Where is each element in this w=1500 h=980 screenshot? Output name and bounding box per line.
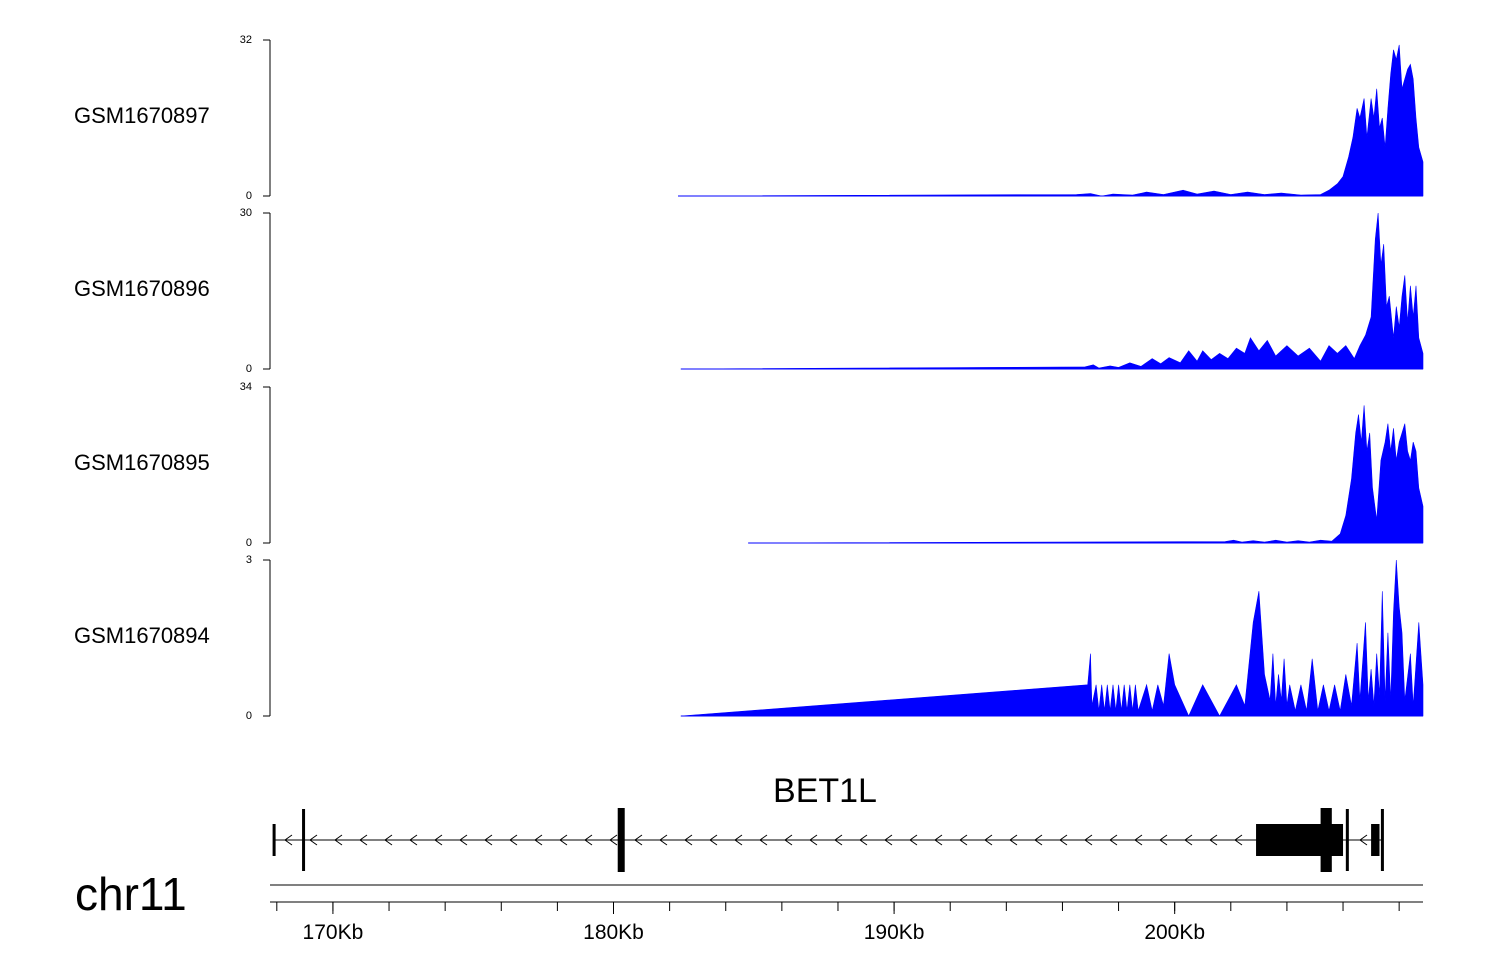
gene-model: BET1L <box>272 772 1384 872</box>
y-tick-label-min: 0 <box>246 190 252 202</box>
strand-arrow <box>1359 834 1368 846</box>
exon <box>1380 809 1384 871</box>
strand-arrow <box>734 834 743 846</box>
exon <box>1320 808 1332 872</box>
y-tick-label-max: 32 <box>240 34 252 46</box>
gene-name-label: BET1L <box>773 772 877 810</box>
exon <box>617 808 625 872</box>
track-label: GSM1670894 <box>74 623 210 648</box>
strand-arrow <box>509 834 518 846</box>
y-tick-label-min: 0 <box>246 537 252 549</box>
coverage-area <box>680 559 1424 717</box>
chromosome-label: chr11 <box>75 868 187 920</box>
strand-arrow <box>1134 834 1143 846</box>
strand-arrow <box>684 834 693 846</box>
track-GSM1670897: GSM1670897 32 0 <box>74 34 1424 202</box>
strand-arrow <box>1209 834 1218 846</box>
strand-arrow <box>759 834 768 846</box>
track-label: GSM1670897 <box>74 103 210 128</box>
strand-arrow <box>984 834 993 846</box>
y-tick-label-min: 0 <box>246 710 252 722</box>
strand-arrow <box>584 834 593 846</box>
strand-arrow <box>784 834 793 846</box>
tick-label: 200Kb <box>1144 921 1205 944</box>
strand-arrow <box>1159 834 1168 846</box>
strand-arrow <box>909 834 918 846</box>
strand-arrow <box>634 834 643 846</box>
track-label: GSM1670895 <box>74 450 210 475</box>
y-tick-label-min: 0 <box>246 363 252 375</box>
coverage-tracks: GSM1670897320GSM1670896300GSM1670895340G… <box>74 34 1424 722</box>
strand-arrow <box>409 834 418 846</box>
strand-arrow <box>1184 834 1193 846</box>
strand-arrow <box>484 834 493 846</box>
y-tick-label-max: 30 <box>240 207 252 219</box>
track-label: GSM1670896 <box>74 276 210 301</box>
strand-arrow <box>384 834 393 846</box>
strand-arrow <box>859 834 868 846</box>
strand-arrow <box>959 834 968 846</box>
strand-arrow <box>309 834 318 846</box>
strand-arrow <box>609 834 618 846</box>
strand-arrow <box>1109 834 1118 846</box>
strand-arrow <box>1084 834 1093 846</box>
exon <box>1371 824 1380 856</box>
coverage-area <box>677 44 1424 197</box>
exon <box>302 809 306 871</box>
tick-label: 170Kb <box>303 921 364 944</box>
strand-arrow <box>459 834 468 846</box>
strand-arrow <box>434 834 443 846</box>
exon <box>1345 809 1349 871</box>
track-GSM1670894: GSM1670894 3 0 <box>74 554 1424 722</box>
strand-arrow <box>834 834 843 846</box>
tick-label: 180Kb <box>583 921 644 944</box>
strand-arrow <box>709 834 718 846</box>
strand-arrow <box>884 834 893 846</box>
strand-arrow <box>284 834 293 846</box>
strand-arrow <box>659 834 668 846</box>
strand-arrow <box>1034 834 1043 846</box>
track-GSM1670896: GSM1670896 30 0 <box>74 207 1424 375</box>
strand-arrow <box>934 834 943 846</box>
strand-arrow <box>534 834 543 846</box>
strand-arrow <box>1009 834 1018 846</box>
strand-arrow <box>1234 834 1243 846</box>
track-GSM1670895: GSM1670895 34 0 <box>74 381 1424 549</box>
coverage-area <box>748 405 1424 544</box>
genome-axis: chr11 170Kb 180Kb 190Kb 200Kb <box>75 868 1423 944</box>
strand-arrow <box>1059 834 1068 846</box>
strand-arrow <box>559 834 568 846</box>
exon <box>272 824 276 856</box>
y-tick-label-max: 3 <box>246 554 252 566</box>
strand-arrow <box>809 834 818 846</box>
strand-arrow <box>334 834 343 846</box>
tick-label: 190Kb <box>864 921 925 944</box>
strand-arrow <box>359 834 368 846</box>
coverage-area <box>680 212 1424 370</box>
y-tick-label-max: 34 <box>240 381 252 393</box>
